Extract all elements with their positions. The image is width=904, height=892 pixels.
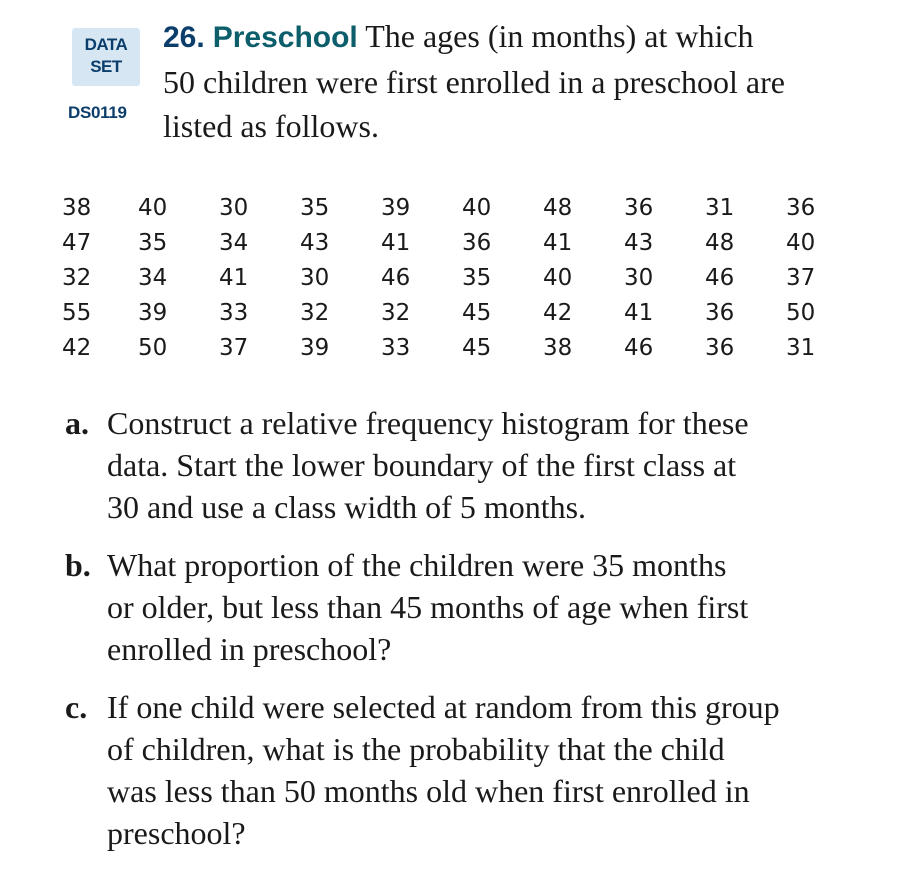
table-cell: 38	[543, 334, 573, 361]
table-cell: 55	[62, 299, 92, 326]
part-line: preschool?	[107, 815, 246, 851]
table-cell: 31	[786, 334, 816, 361]
part-label: b.	[65, 547, 91, 583]
table-cell: 36	[705, 334, 735, 361]
table-cell: 43	[300, 229, 330, 256]
part-line: enrolled in preschool?	[107, 631, 392, 667]
table-cell: 35	[138, 229, 168, 256]
table-cell: 38	[62, 194, 92, 221]
data-set-code: DS0119	[68, 103, 127, 122]
table-cell: 50	[138, 334, 168, 361]
part-a: a. Construct a relative frequency histog…	[65, 402, 865, 528]
part-line: or older, but less than 45 months of age…	[107, 589, 749, 625]
table-row: 42 50 37 39 33 45 38 46 36 31	[62, 330, 867, 365]
table-cell: 47	[62, 229, 92, 256]
table-cell: 35	[300, 194, 330, 221]
table-cell: 46	[624, 334, 654, 361]
data-set-badge: DATA SET	[72, 28, 140, 86]
part-b: b. What proportion of the children were …	[65, 544, 865, 670]
stem-line-1: 26. Preschool The ages (in months) at wh…	[163, 14, 883, 60]
part-line: What proportion of the children were 35 …	[107, 547, 727, 583]
table-cell: 30	[219, 194, 249, 221]
part-c: c. If one child were selected at random …	[65, 686, 865, 854]
stem-text-2: 50 children were first enrolled in a pre…	[163, 64, 785, 100]
table-cell: 41	[219, 264, 249, 291]
table-cell: 39	[300, 334, 330, 361]
table-row: 32 34 41 30 46 35 40 30 46 37	[62, 260, 867, 295]
table-cell: 46	[381, 264, 411, 291]
part-line: 30 and use a class width of 5 months.	[107, 489, 587, 525]
table-cell: 36	[462, 229, 492, 256]
table-cell: 45	[462, 334, 492, 361]
badge-data-label: DATA	[84, 35, 128, 54]
stem-text-3: listed as follows.	[163, 108, 379, 144]
table-cell: 36	[705, 299, 735, 326]
table-cell: 32	[300, 299, 330, 326]
table-cell: 40	[462, 194, 492, 221]
table-row: 47 35 34 43 41 36 41 43 48 40	[62, 225, 867, 260]
exercise-stem: 26. Preschool The ages (in months) at wh…	[163, 14, 883, 148]
table-cell: 42	[543, 299, 573, 326]
table-cell: 40	[786, 229, 816, 256]
table-cell: 34	[138, 264, 168, 291]
table-cell: 36	[624, 194, 654, 221]
table-cell: 30	[300, 264, 330, 291]
ages-data-table: 38 40 30 35 39 40 48 36 31 36 47 35 34 4…	[62, 190, 867, 365]
table-cell: 33	[381, 334, 411, 361]
table-cell: 42	[62, 334, 92, 361]
table-row: 55 39 33 32 32 45 42 41 36 50	[62, 295, 867, 330]
table-cell: 41	[381, 229, 411, 256]
part-line: data. Start the lower boundary of the fi…	[107, 447, 737, 483]
part-line: of children, what is the probability tha…	[107, 731, 725, 767]
part-label: a.	[65, 405, 89, 441]
question-parts: a. Construct a relative frequency histog…	[65, 402, 865, 870]
table-cell: 50	[786, 299, 816, 326]
table-cell: 45	[462, 299, 492, 326]
table-cell: 48	[543, 194, 573, 221]
table-cell: 31	[705, 194, 735, 221]
table-cell: 32	[381, 299, 411, 326]
table-cell: 36	[786, 194, 816, 221]
stem-text-1: The ages (in months) at which	[365, 18, 754, 54]
table-cell: 43	[624, 229, 654, 256]
table-row: 38 40 30 35 39 40 48 36 31 36	[62, 190, 867, 225]
table-cell: 30	[624, 264, 654, 291]
table-cell: 39	[381, 194, 411, 221]
table-cell: 39	[138, 299, 168, 326]
table-cell: 34	[219, 229, 249, 256]
table-cell: 37	[219, 334, 249, 361]
badge-set-label: SET	[90, 57, 122, 76]
table-cell: 46	[705, 264, 735, 291]
table-cell: 40	[138, 194, 168, 221]
part-line: was less than 50 months old when first e…	[107, 773, 750, 809]
part-line: Construct a relative frequency histogram…	[107, 405, 749, 441]
table-cell: 41	[543, 229, 573, 256]
table-cell: 37	[786, 264, 816, 291]
table-cell: 40	[543, 264, 573, 291]
table-cell: 35	[462, 264, 492, 291]
table-cell: 41	[624, 299, 654, 326]
part-label: c.	[65, 689, 88, 725]
table-cell: 48	[705, 229, 735, 256]
part-line: If one child were selected at random fro…	[107, 689, 780, 725]
exercise-number: 26.	[163, 21, 205, 54]
exercise-topic: Preschool	[212, 21, 358, 54]
table-cell: 33	[219, 299, 249, 326]
table-cell: 32	[62, 264, 92, 291]
